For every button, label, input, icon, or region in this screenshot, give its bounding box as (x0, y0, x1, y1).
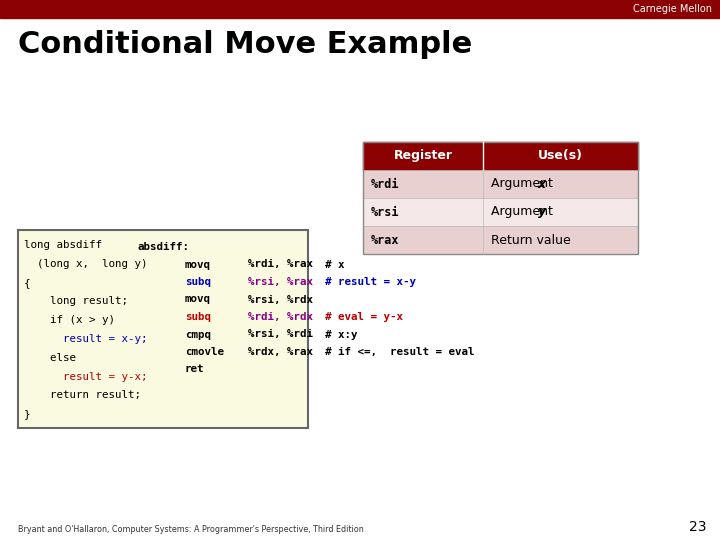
Text: %rsi, %rax: %rsi, %rax (248, 277, 313, 287)
Text: {: { (24, 278, 30, 288)
Text: Use(s): Use(s) (538, 150, 583, 163)
Text: }: } (24, 409, 30, 419)
Bar (363, 226, 638, 254)
Text: # if <=,  result = eval: # if <=, result = eval (325, 347, 474, 357)
Text: %rax: %rax (371, 233, 400, 246)
Bar (363, 198, 638, 226)
Text: subq: subq (185, 277, 211, 287)
Text: %rdi: %rdi (371, 178, 400, 191)
Text: absdiff:: absdiff: (138, 242, 190, 252)
Bar (363, 170, 638, 198)
Text: Bryant and O'Hallaron, Computer Systems: A Programmer's Perspective, Third Editi: Bryant and O'Hallaron, Computer Systems:… (18, 525, 364, 534)
Text: subq: subq (185, 312, 211, 322)
Bar (0, 0, 720, 18)
Text: Register: Register (394, 150, 452, 163)
Bar (363, 142, 638, 170)
Text: movq: movq (185, 260, 211, 269)
Text: # result = x-y: # result = x-y (325, 277, 416, 287)
Text: Argument: Argument (491, 178, 557, 191)
Text: # x: # x (325, 260, 344, 269)
Text: %rsi, %rdx: %rsi, %rdx (248, 294, 313, 305)
Text: Conditional Move Example: Conditional Move Example (18, 30, 472, 59)
Text: (long x,  long y): (long x, long y) (24, 259, 148, 269)
Text: else: else (24, 353, 76, 363)
Text: if (x > y): if (x > y) (24, 315, 115, 325)
Text: ret: ret (185, 364, 204, 375)
FancyBboxPatch shape (18, 230, 308, 428)
Text: 23: 23 (688, 520, 706, 534)
Bar (363, 142, 638, 254)
Text: Argument: Argument (491, 206, 557, 219)
Text: # eval = y-x: # eval = y-x (325, 312, 403, 322)
Text: %rsi, %rdi: %rsi, %rdi (248, 329, 313, 340)
Text: # x:y: # x:y (325, 329, 358, 340)
Text: Return value: Return value (491, 233, 571, 246)
Text: x: x (538, 178, 546, 191)
Text: %rdi, %rax: %rdi, %rax (248, 260, 313, 269)
Text: %rsi: %rsi (371, 206, 400, 219)
Text: return result;: return result; (24, 390, 141, 400)
Text: result = y-x;: result = y-x; (24, 372, 148, 382)
Text: y: y (538, 206, 546, 219)
Text: movq: movq (185, 294, 211, 305)
Text: long absdiff: long absdiff (24, 240, 102, 250)
Text: long result;: long result; (24, 296, 128, 306)
Text: cmpq: cmpq (185, 329, 211, 340)
Text: %rdi, %rdx: %rdi, %rdx (248, 312, 313, 322)
Text: result = x-y;: result = x-y; (24, 334, 148, 344)
Text: cmovle: cmovle (185, 347, 224, 357)
Text: %rdx, %rax: %rdx, %rax (248, 347, 313, 357)
Text: Carnegie Mellon: Carnegie Mellon (633, 4, 712, 14)
